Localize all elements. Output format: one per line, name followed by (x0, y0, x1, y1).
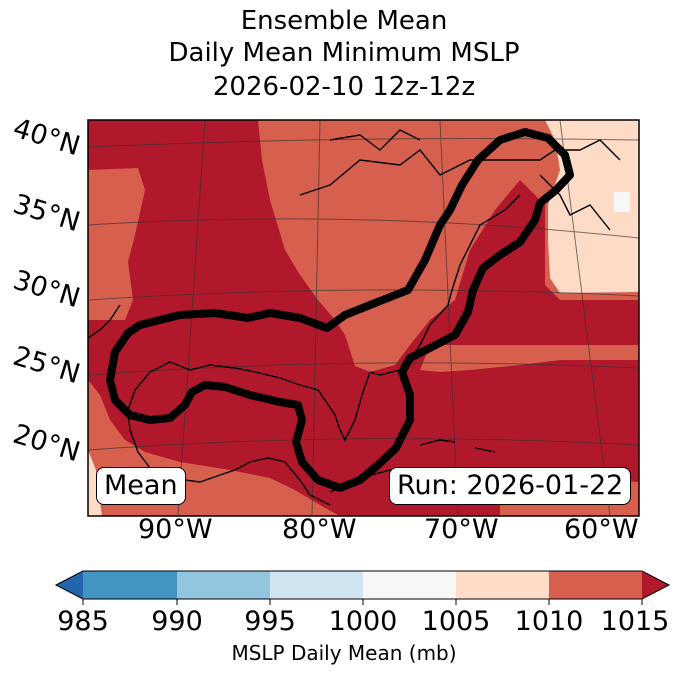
pressure-contour-line (106, 128, 574, 492)
pressure-field-1010-west (88, 168, 145, 320)
lon-label-80w: 80°W (282, 514, 357, 545)
title-line-3: 2026-02-10 12z-12z (212, 72, 476, 102)
map-area (88, 120, 639, 516)
colorbar-label: MSLP Daily Mean (mb) (231, 641, 457, 665)
lon-label-60w: 60°W (564, 514, 639, 545)
map-frame (87, 119, 640, 517)
colorbar-segment-990 (177, 571, 270, 599)
run-date-badge: Run: 2026-01-22 (389, 467, 632, 505)
title-line-2: Daily Mean Minimum MSLP (168, 38, 520, 68)
pressure-field-1000-speck (614, 192, 630, 212)
colorbar-segment-995 (270, 571, 363, 599)
graticule (88, 120, 639, 516)
colorbar-segment-1005 (456, 571, 549, 599)
pressure-field-1010-east (420, 345, 639, 372)
colorbar-over-arrow (642, 571, 669, 599)
colorbar-segment-1010 (549, 571, 642, 599)
colorbar-under-arrow (56, 571, 83, 599)
colorbar-tick-1005: 1005 (421, 606, 491, 637)
colorbar-tick-1010: 1010 (514, 606, 584, 637)
colorbar-tick-1000: 1000 (328, 606, 398, 637)
title-line-1: Ensemble Mean (240, 6, 448, 36)
colorbar-segment-985 (83, 571, 177, 599)
mean-badge: Mean (96, 467, 186, 505)
colorbar-tick-995: 995 (244, 606, 296, 637)
colorbar-tick-1015: 1015 (600, 606, 670, 637)
colorbar-segment-1000 (363, 571, 456, 599)
lon-label-70w: 70°W (424, 514, 499, 545)
lon-label-90w: 90°W (138, 514, 213, 545)
colorbar (54, 570, 671, 605)
colorbar-tick-985: 985 (57, 606, 109, 637)
colorbar-tick-990: 990 (151, 606, 203, 637)
